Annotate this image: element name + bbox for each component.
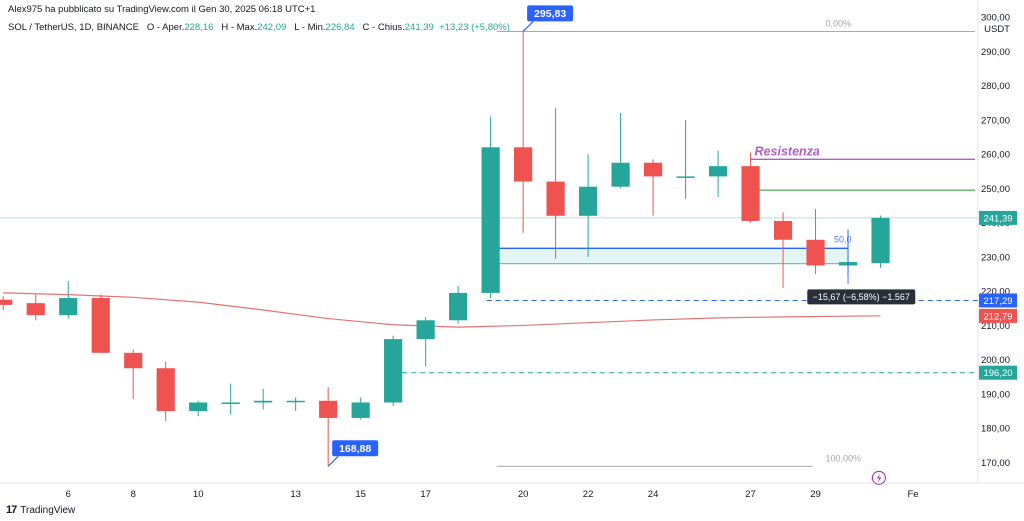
- high-value: 242,09: [257, 22, 287, 33]
- close-value: 241,39: [404, 22, 434, 33]
- candle-bearish[interactable]: [806, 239, 825, 266]
- candle-bullish[interactable]: [871, 217, 890, 264]
- change-value: +13,23 (+5,80%): [439, 22, 510, 33]
- fib-level-label: 0,00%: [826, 18, 852, 28]
- low-marker-label: 168,88: [339, 443, 371, 455]
- candle-bearish[interactable]: [91, 298, 110, 353]
- x-tick-label: 13: [290, 489, 301, 500]
- measure-box[interactable]: [807, 289, 916, 305]
- tradingview-logo-icon: 17: [6, 504, 17, 516]
- candle-bearish[interactable]: [0, 299, 13, 305]
- x-tick-label: 8: [131, 489, 136, 500]
- support-zone[interactable]: [496, 247, 849, 265]
- low-label: L - Min.: [294, 22, 326, 33]
- price-axis-tag-label: 196,20: [983, 368, 1012, 379]
- candle-bullish[interactable]: [59, 298, 78, 316]
- candle-bullish[interactable]: [449, 292, 468, 321]
- resistance-label: Resistenza: [755, 144, 820, 158]
- fib-level-label: 100,00%: [826, 453, 862, 463]
- y-tick-label: 200,00: [981, 355, 1010, 366]
- candle-bearish[interactable]: [124, 352, 143, 369]
- candle-bullish[interactable]: [611, 162, 630, 187]
- candle-bullish[interactable]: [189, 402, 208, 412]
- candle-bullish[interactable]: [221, 402, 240, 405]
- x-tick-label: 6: [66, 489, 71, 500]
- candle-bearish[interactable]: [741, 166, 760, 221]
- y-tick-label: 170,00: [981, 458, 1010, 469]
- symbol-label[interactable]: SOL / TetherUS, 1D, BINANCE: [8, 22, 139, 33]
- candle-bullish[interactable]: [286, 400, 305, 403]
- ohlc-legend: SOL / TetherUS, 1D, BINANCE O - Aper.228…: [8, 22, 510, 33]
- published-by-text: Alex975 ha pubblicato su TradingView.com…: [8, 4, 316, 15]
- candle-bearish[interactable]: [773, 220, 793, 240]
- price-axis-tag: [979, 365, 1017, 380]
- candle-bearish[interactable]: [546, 181, 565, 216]
- high-marker-pointer: [522, 20, 534, 32]
- x-tick-label: 17: [420, 489, 431, 500]
- candle-bullish[interactable]: [351, 402, 370, 418]
- candle-bullish[interactable]: [481, 147, 500, 293]
- candle-bearish[interactable]: [26, 303, 45, 316]
- candle-bullish[interactable]: [384, 339, 403, 403]
- y-tick-label: 260,00: [981, 150, 1010, 161]
- lightning-glyph-icon: [876, 473, 882, 483]
- y-tick-label: 280,00: [981, 81, 1010, 92]
- high-label: H - Max.: [221, 22, 258, 33]
- x-tick-label: 20: [518, 489, 529, 500]
- measure-box-label: −15,67 (−6,58%) −1.567: [813, 292, 910, 302]
- price-axis-tag-label: 217,29: [983, 296, 1012, 307]
- y-tick-label: 180,00: [981, 424, 1010, 435]
- fib-mid-label: 50,0: [834, 234, 852, 244]
- open-label: O - Aper.: [146, 22, 185, 33]
- x-tick-label: 24: [648, 489, 659, 500]
- y-tick-label: 270,00: [981, 115, 1010, 126]
- low-marker-pointer: [327, 455, 339, 467]
- price-axis-tag-label: 212,79: [983, 311, 1012, 322]
- high-marker-box[interactable]: [527, 5, 574, 22]
- x-tick-label: 10: [193, 489, 204, 500]
- y-tick-label: 290,00: [981, 47, 1010, 58]
- x-tick-label: 22: [583, 489, 594, 500]
- y-tick-label: 190,00: [981, 389, 1010, 400]
- candle-bearish[interactable]: [514, 147, 533, 182]
- candle-bearish[interactable]: [643, 162, 663, 177]
- x-tick-label: 29: [810, 489, 821, 500]
- candle-bearish[interactable]: [319, 400, 338, 418]
- brand-name: TradingView: [20, 504, 76, 516]
- y-tick-label: 250,00: [981, 184, 1010, 195]
- tradingview-brand[interactable]: 17 TradingView: [6, 504, 75, 516]
- candle-bullish[interactable]: [579, 186, 598, 216]
- price-axis-tag: [979, 293, 1017, 308]
- price-axis-tag-label: 241,39: [983, 213, 1012, 224]
- x-tick-label: 27: [745, 489, 756, 500]
- x-tick-label: 15: [355, 489, 366, 500]
- y-tick-label: 300,00: [981, 13, 1010, 24]
- event-lightning-icon[interactable]: [871, 470, 886, 485]
- open-value: 228,16: [184, 22, 214, 33]
- candle-bullish[interactable]: [676, 176, 695, 178]
- candle-bullish[interactable]: [708, 166, 728, 177]
- close-label: C - Chius.: [362, 22, 405, 33]
- high-marker-label: 295,83: [534, 8, 566, 20]
- x-tick-label: Fe: [907, 489, 918, 500]
- price-axis-tag: [979, 308, 1017, 323]
- candle-bearish[interactable]: [156, 368, 175, 412]
- y-tick-label: 230,00: [981, 252, 1010, 263]
- price-axis-tag: [979, 210, 1017, 225]
- candle-bullish[interactable]: [254, 400, 273, 403]
- y-tick-label: 220,00: [981, 287, 1010, 298]
- moving-average-line[interactable]: [3, 292, 881, 328]
- low-value: 226,84: [325, 22, 355, 33]
- currency-label: USDT: [984, 24, 1010, 35]
- y-tick-label: 210,00: [981, 321, 1010, 332]
- candle-bullish[interactable]: [416, 320, 435, 340]
- low-marker-box[interactable]: [332, 440, 379, 457]
